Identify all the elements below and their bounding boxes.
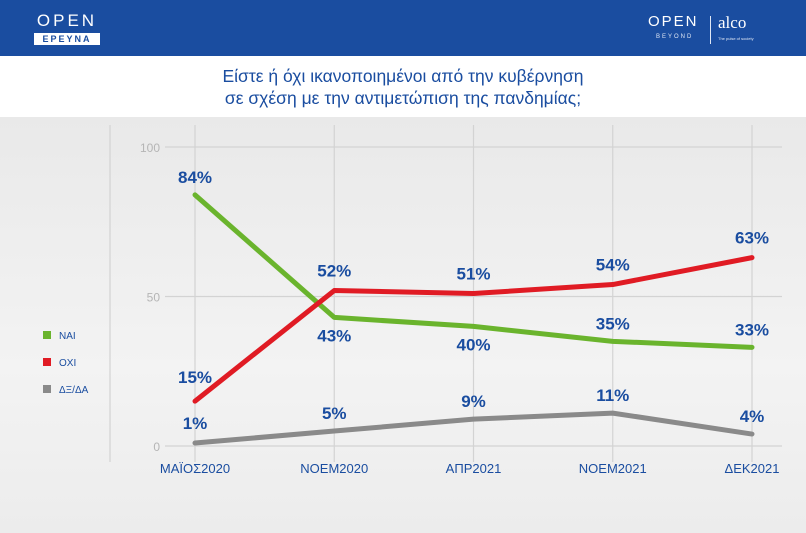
logo-open-text: OPEN xyxy=(36,11,98,30)
legend-swatch xyxy=(43,331,51,339)
x-tick-label: ΔΕΚ2021 xyxy=(725,461,780,476)
y-tick-label: 100 xyxy=(140,141,160,155)
line-chart: 0 50 100 ΜΑΪΟΣ2020 ΝΟΕΜ2020 ΑΠΡ2021 ΝΟΕΜ2021 ΔΕ… xyxy=(43,125,782,476)
x-tick-label: ΝΟΕΜ2020 xyxy=(300,461,368,476)
legend-label: ΝΑΙ xyxy=(59,331,76,342)
data-label: 84% xyxy=(178,168,212,187)
data-label: 15% xyxy=(178,368,212,387)
logo-ereuna-text: ΕΡΕΥΝΑ xyxy=(34,33,100,45)
logo-divider xyxy=(710,16,711,44)
legend-swatch xyxy=(43,358,51,366)
data-label: 43% xyxy=(317,326,351,345)
data-label: 52% xyxy=(317,262,351,281)
chart-title-line-1: Είστε ή όχι ικανοποιημένοι από την κυβέρ… xyxy=(222,66,584,86)
y-tick-label: 50 xyxy=(147,291,161,305)
data-label: 9% xyxy=(461,392,486,411)
data-label: 5% xyxy=(322,404,347,423)
data-label: 63% xyxy=(735,229,769,248)
series-line-0 xyxy=(192,192,755,350)
data-label: 40% xyxy=(456,335,490,354)
chart-area: 0 50 100 ΜΑΪΟΣ2020 ΝΟΕΜ2020 ΑΠΡ2021 ΝΟΕΜ2021 ΔΕ… xyxy=(0,117,806,533)
logo-beyond-text: BEYOND xyxy=(656,34,694,40)
series-line-2 xyxy=(192,410,755,446)
open-erevna-logo: OPEN ΕΡΕΥΝΑ xyxy=(34,12,100,48)
legend-label: ΟΧΙ xyxy=(59,358,76,369)
series-line-1 xyxy=(192,255,755,404)
data-label: 11% xyxy=(596,386,629,405)
legend-swatch xyxy=(43,385,51,393)
x-tick-label: ΝΟΕΜ2021 xyxy=(579,461,647,476)
logo-alco-tagline: The pulse of society xyxy=(718,36,754,41)
y-tick-label: 0 xyxy=(153,440,160,454)
logo-alco-text: alco xyxy=(718,13,747,32)
chart-title: Είστε ή όχι ικανοποιημένοι από την κυβέρ… xyxy=(0,56,806,116)
header-bar: OPEN ΕΡΕΥΝΑ OPEN BEYOND alco The pulse o… xyxy=(0,0,806,56)
logo-open-beyond-text: OPEN xyxy=(648,13,699,30)
data-label: 33% xyxy=(735,320,769,339)
data-label: 54% xyxy=(596,256,630,275)
chart-title-line-2: σε σχέση με την αντιμετώπιση της πανδημί… xyxy=(224,88,582,108)
x-tick-label: ΜΑΪΟΣ2020 xyxy=(160,461,230,476)
open-alco-logo: OPEN BEYOND alco The pulse of society xyxy=(648,14,776,48)
x-tick-label: ΑΠΡ2021 xyxy=(446,461,502,476)
data-label: 4% xyxy=(740,407,765,426)
legend-label: ΔΞ/ΔΑ xyxy=(59,385,89,396)
data-label: 35% xyxy=(596,314,630,333)
data-label: 1% xyxy=(183,414,208,433)
data-label: 51% xyxy=(456,265,490,284)
